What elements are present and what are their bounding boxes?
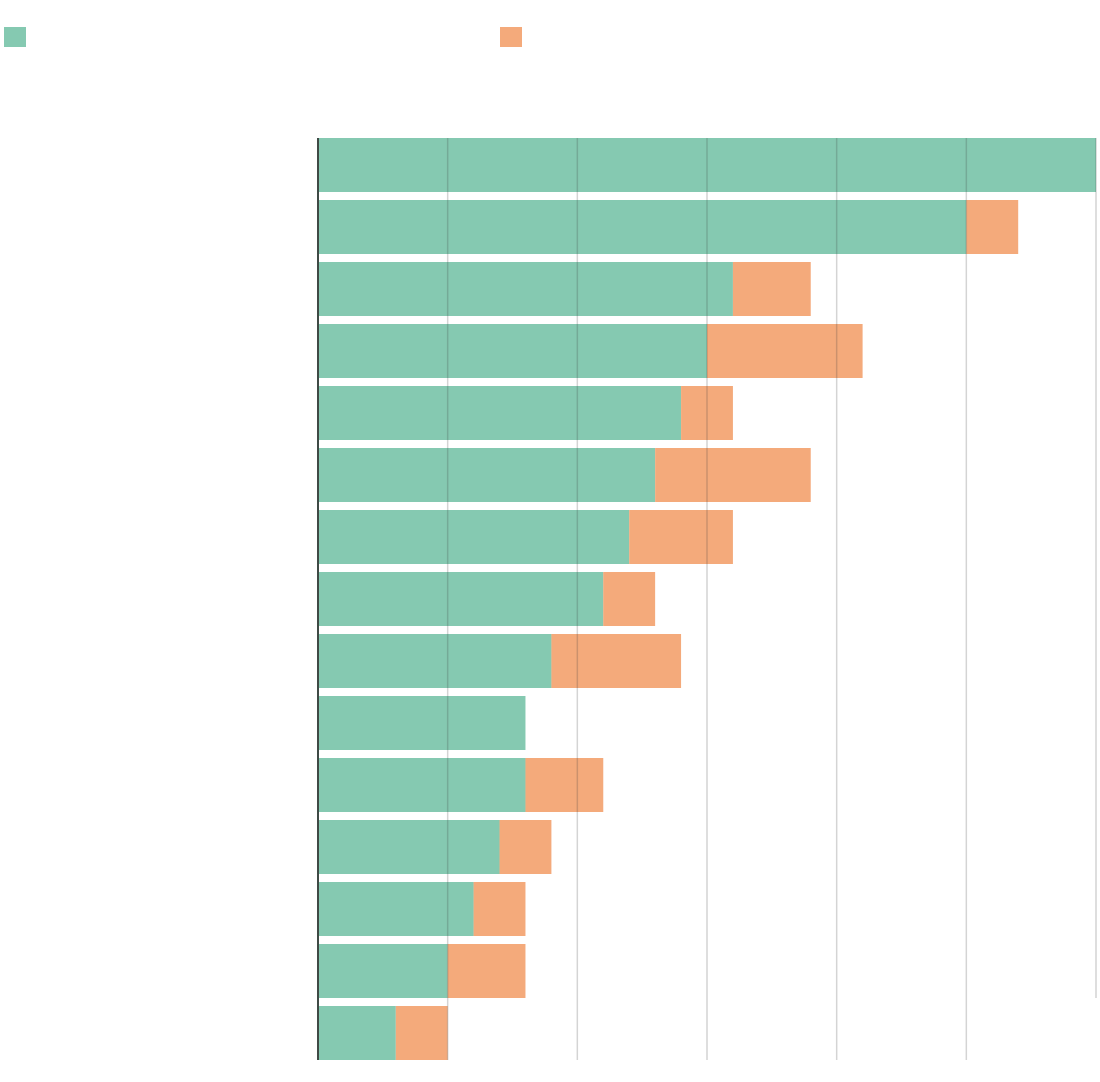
bar-segment-row-8-series-1 (318, 572, 604, 626)
bar-segment-row-6-series-2 (655, 448, 811, 502)
bar-segment-row-2-series-1 (318, 200, 967, 254)
bar-segment-row-14-series-1 (318, 944, 448, 998)
bar-segment-row-13-series-2 (473, 882, 526, 936)
bar-segment-row-14-series-2 (447, 944, 526, 998)
bar-segment-row-1-series-1 (318, 138, 1096, 192)
bar-segment-row-12-series-2 (499, 820, 552, 874)
bar-segment-row-7-series-2 (629, 510, 733, 564)
bar-segment-row-8-series-2 (603, 572, 656, 626)
bar-segment-row-12-series-1 (318, 820, 500, 874)
bar-segment-row-6-series-1 (318, 448, 656, 502)
legend-item-series-1 (4, 26, 34, 48)
bars (318, 138, 1096, 1060)
legend-item-series-2 (500, 26, 530, 48)
bar-segment-row-4-series-2 (707, 324, 863, 378)
legend-swatch-series-2 (500, 27, 522, 47)
bar-segment-row-10-series-1 (318, 696, 526, 750)
bar-segment-row-5-series-2 (681, 386, 733, 440)
bar-segment-row-11-series-1 (318, 758, 526, 812)
legend (0, 26, 1100, 48)
bar-segment-row-11-series-2 (525, 758, 604, 812)
bar-segment-row-3-series-1 (318, 262, 733, 316)
legend-swatch-series-1 (4, 27, 26, 47)
gridlines (446, 138, 1097, 1060)
bar-segment-row-15-series-2 (395, 1006, 448, 1060)
bar-segment-row-9-series-1 (318, 634, 552, 688)
bar-segment-row-9-series-2 (551, 634, 682, 688)
bar-segment-row-4-series-1 (318, 324, 707, 378)
bar-segment-row-2-series-2 (966, 200, 1019, 254)
bar-segment-row-15-series-1 (318, 1006, 396, 1060)
bar-segment-row-7-series-1 (318, 510, 630, 564)
bar-segment-row-3-series-2 (732, 262, 811, 316)
bar-segment-row-13-series-1 (318, 882, 474, 936)
bar-segment-row-5-series-1 (318, 386, 682, 440)
